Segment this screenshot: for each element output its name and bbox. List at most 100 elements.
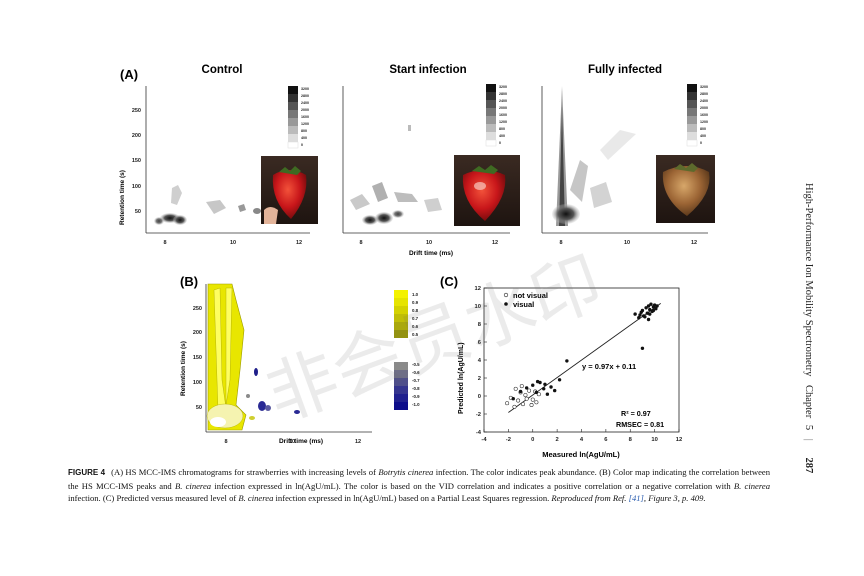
- x-tick-label: 4: [580, 437, 584, 443]
- panel-a-title-full: Fully infected: [588, 64, 662, 76]
- panel-a-xlabel: Drift time (ms): [409, 250, 453, 257]
- legend-label-visual: visual: [513, 300, 534, 309]
- point-visual: [524, 386, 529, 390]
- cbar-tick: 400: [700, 134, 706, 138]
- panel-a-title-start: Start infection: [389, 64, 466, 76]
- cbar-tick: 2000: [499, 106, 507, 110]
- point-not-visual: [512, 404, 517, 409]
- x-tick: 12: [296, 240, 302, 246]
- point-not-visual: [521, 402, 525, 407]
- cbar-swatch: [394, 378, 408, 386]
- y-tick-label: 2: [478, 376, 481, 382]
- x-tick: 8: [224, 439, 227, 445]
- cbar-tick: 400: [301, 136, 307, 140]
- y-tick-label: 12: [475, 286, 481, 292]
- cbar-tick: 400: [499, 134, 505, 138]
- cbar-swatch: [394, 370, 408, 378]
- x-tick-label: 0: [531, 437, 534, 443]
- r-squared: R² = 0.97: [621, 409, 651, 418]
- y-tick-label: 4: [478, 358, 482, 364]
- cbar-swatch: [394, 322, 408, 330]
- point-visual: [646, 304, 651, 308]
- point-not-visual: [524, 396, 529, 401]
- cbar-swatch: [394, 402, 408, 410]
- cbar-tick: 800: [700, 127, 706, 131]
- caption-species: B. cinerea: [174, 480, 212, 491]
- caption-species: Botrytis cinerea: [378, 467, 434, 477]
- panel-a-start-infection: Start infection: [342, 64, 520, 257]
- point-visual: [640, 346, 645, 350]
- cbar-swatch: [394, 314, 408, 322]
- point-not-visual: [516, 398, 521, 403]
- point-not-visual: [530, 397, 535, 402]
- cbar-b-tick: 0.8: [412, 308, 419, 313]
- point-visual: [552, 388, 557, 393]
- cbar-tick: 2000: [301, 108, 309, 112]
- cbar-tick: 1600: [499, 113, 507, 117]
- y-tick: 200: [193, 330, 202, 336]
- panel-c-y-ticks: 12 10 8 6 4 2 0 -2 -4: [475, 286, 487, 436]
- panel-b: (B) Retention time (s): [180, 274, 420, 445]
- point-not-visual: [534, 400, 539, 405]
- legend-label-not-visual: not visual: [513, 291, 548, 300]
- cbar-tick: 0: [700, 141, 702, 145]
- caption-text: infection. (C) Predicted versus measured…: [68, 493, 239, 504]
- page-number: 287: [803, 457, 814, 474]
- point-not-visual: [523, 393, 528, 398]
- panel-b-label: (B): [180, 274, 198, 289]
- cbar-b-tick: -0.6: [412, 370, 420, 375]
- y-tick: 200: [132, 133, 141, 139]
- cbar-tick: 0: [499, 141, 501, 145]
- x-tick: 8: [559, 240, 562, 246]
- point-visual: [511, 397, 515, 401]
- cbar-tick: 1600: [301, 115, 309, 119]
- cbar-swatch: [394, 298, 408, 306]
- caption-repro-tail: , Figure 3, p. 409.: [643, 493, 706, 504]
- point-not-visual: [529, 403, 534, 407]
- point-visual: [531, 383, 535, 387]
- y-tick-label: 6: [478, 340, 482, 346]
- x-tick-label: 10: [651, 437, 657, 443]
- x-tick-label: 6: [604, 437, 608, 443]
- caption-text: infection expressed in ln(AgU/mL). The c…: [211, 480, 734, 491]
- x-tick: 8: [163, 240, 166, 246]
- cbar-tick: 2800: [700, 92, 708, 96]
- panel-a-title-control: Control: [202, 64, 243, 76]
- point-visual: [542, 387, 546, 391]
- panel-a-ylabel: Retention time (s): [119, 170, 126, 225]
- cbar-tick: 800: [499, 127, 505, 131]
- watermark: 非会员水印: [256, 243, 612, 436]
- cbar-tick: 3200: [499, 85, 507, 89]
- caption-text: infection. The color indicates peak abun…: [68, 467, 770, 491]
- point-visual: [648, 312, 652, 316]
- fit-line-group: [508, 302, 661, 413]
- x-tick-label: 2: [556, 437, 559, 443]
- panel-a: (A) Retention time (s) Control: [119, 64, 715, 257]
- cbar-tick: 2800: [301, 94, 309, 98]
- cbar-tick: 1200: [700, 120, 708, 124]
- point-visual: [534, 390, 539, 395]
- y-tick: 50: [196, 405, 202, 411]
- panel-b-colorbar: [394, 290, 408, 410]
- cbar-swatch: [394, 306, 408, 314]
- caption-ref-link[interactable]: [41]: [628, 493, 644, 504]
- point-visual: [638, 313, 642, 317]
- book-title: High-Performance Ion Mobility Spectromet…: [803, 183, 814, 377]
- y-tick: 250: [193, 306, 202, 312]
- panel-c-ylabel: Predicted ln(AgU/mL): [458, 342, 465, 414]
- svg-text:非会员水印: 非会员水印: [256, 243, 612, 436]
- regression-line: [508, 302, 661, 413]
- point-visual: [646, 317, 651, 322]
- cbar-b-tick: 0.9: [412, 300, 419, 305]
- y-tick-label: 0: [478, 394, 481, 400]
- panel-c-xlabel: Measured ln(AgU/mL): [542, 450, 620, 459]
- cbar-tick: 800: [301, 129, 307, 133]
- chapter-number: 5: [803, 424, 814, 431]
- x-tick-label: 12: [676, 437, 682, 443]
- y-tick: 100: [193, 380, 202, 386]
- panel-c-x-ticks: -4 -2 0 2 4 6 8 10 12: [481, 429, 682, 443]
- cbar-tick: 1600: [700, 113, 708, 117]
- caption-text: infection expressed in ln(AgU/mL) based …: [273, 493, 552, 504]
- caption-label: FIGURE 4: [68, 468, 106, 477]
